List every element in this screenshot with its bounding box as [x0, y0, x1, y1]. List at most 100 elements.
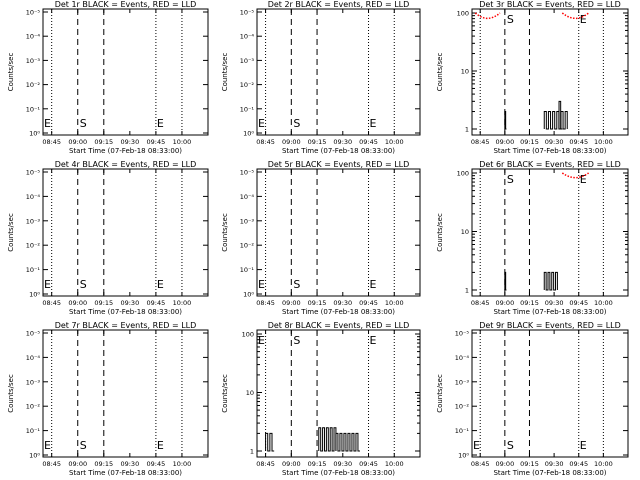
x-axis-label: Start Time (07-Feb-18 08:33:00): [493, 469, 606, 477]
y-tick-label: 10⁻⁵: [240, 9, 255, 17]
x-tick-label: 10:00: [173, 460, 192, 468]
y-tick-label: 10⁻³: [26, 57, 41, 65]
y-tick-label: 10⁻⁴: [26, 354, 41, 362]
x-tick-label: 10:00: [594, 460, 613, 468]
panel-det-3: Det 3r BLACK = Events, RED = LLD 08:45 09:…: [436, 0, 629, 155]
end-marker: E: [580, 439, 587, 452]
x-tick-label: 09:45: [569, 138, 588, 146]
y-tick-label: 10⁻³: [240, 57, 255, 65]
x-tick-label: 09:30: [333, 138, 352, 146]
x-tick-label: 09:15: [308, 138, 327, 146]
end-marker-left: E: [258, 334, 265, 347]
x-tick-label: 09:45: [147, 138, 166, 146]
plot-frame: [42, 168, 209, 297]
x-tick-label: 09:45: [147, 299, 166, 307]
x-axis-label: Start Time (07-Feb-18 08:33:00): [282, 469, 395, 477]
x-tick-label: 08:45: [42, 299, 61, 307]
y-tick-label: 10: [461, 228, 469, 236]
x-tick-label: 08:45: [471, 299, 490, 307]
x-tick-label: 09:30: [120, 138, 139, 146]
plot-frame: [471, 168, 629, 297]
y-tick-label: 10⁻²: [240, 81, 255, 89]
x-tick-label: 10:00: [385, 299, 404, 307]
x-axis-label: Start Time (07-Feb-18 08:33:00): [493, 147, 606, 155]
x-tick-label: 10:00: [173, 299, 192, 307]
start-marker: S: [507, 13, 514, 26]
y-tick-label: 100: [457, 170, 469, 178]
x-tick-label: 09:15: [520, 460, 539, 468]
y-axis-label: Counts/sec: [436, 374, 444, 413]
plot-frame: [256, 329, 421, 458]
y-axis-label: Counts/sec: [7, 53, 15, 92]
plot-title: Det 6r BLACK = Events, RED = LLD: [479, 160, 621, 169]
y-tick-label: 10⁻³: [240, 217, 255, 225]
x-tick-label: 09:00: [282, 138, 301, 146]
x-tick-label: 09:00: [495, 138, 514, 146]
y-tick-label: 10⁻¹: [26, 266, 41, 274]
start-marker: S: [80, 439, 87, 452]
y-tick-label: 10⁻⁵: [26, 330, 41, 338]
plot-title: Det 5r BLACK = Events, RED = LLD: [268, 160, 410, 169]
y-tick-label: 10⁻¹: [26, 105, 41, 113]
event-series: [335, 432, 360, 452]
y-axis-label: Counts/sec: [221, 374, 229, 413]
start-marker: S: [507, 439, 514, 452]
y-tick-label: 10⁻⁴: [455, 354, 470, 362]
plot-title: Det 4r BLACK = Events, RED = LLD: [55, 160, 197, 169]
x-tick-label: 09:15: [94, 460, 113, 468]
x-tick-label: 09:15: [94, 138, 113, 146]
start-marker: S: [507, 173, 514, 186]
panel-det-1: Det 1r BLACK = Events, RED = LLD 08:45 09:…: [7, 0, 209, 155]
y-tick-label: 10⁻³: [26, 378, 41, 386]
plot-title: Det 1r BLACK = Events, RED = LLD: [55, 0, 197, 9]
panel-det-6: Det 6r BLACK = Events, RED = LLD 08:45 09:…: [436, 160, 629, 316]
y-tick-label: 10⁰: [29, 291, 40, 299]
y-tick-label: 10⁰: [29, 452, 40, 460]
y-tick-label: 10⁻¹: [240, 266, 255, 274]
y-tick-label: 1: [465, 287, 469, 295]
x-tick-label: 10:00: [385, 460, 404, 468]
event-series: [504, 111, 507, 130]
y-tick-label: 10⁻²: [240, 242, 255, 250]
end-marker: E: [580, 173, 587, 186]
x-tick-label: 10:00: [594, 138, 613, 146]
end-marker-left: E: [258, 278, 265, 291]
y-tick-label: 10⁻¹: [26, 427, 41, 435]
x-tick-label: 09:00: [68, 460, 87, 468]
plot-frame: [256, 8, 421, 136]
x-tick-label: 09:45: [147, 460, 166, 468]
y-tick-label: 10⁻²: [26, 403, 41, 411]
x-tick-label: 10:00: [594, 299, 613, 307]
lld-series: [474, 12, 501, 20]
end-marker: E: [580, 13, 587, 26]
plot-frame: [42, 8, 209, 136]
event-series: [265, 432, 275, 452]
panel-det-4: Det 4r BLACK = Events, RED = LLD 08:45 09:…: [7, 160, 209, 316]
x-tick-label: 10:00: [173, 138, 192, 146]
panel-det-8: Det 8r BLACK = Events, RED = LLD 08:45 09:…: [221, 321, 421, 477]
y-tick-label: 1: [465, 126, 469, 134]
panel-det-5: Det 5r BLACK = Events, RED = LLD 08:45 09:…: [221, 160, 421, 316]
x-axis-label: Start Time (07-Feb-18 08:33:00): [282, 308, 395, 316]
x-tick-label: 09:00: [495, 460, 514, 468]
x-tick-label: 09:30: [333, 460, 352, 468]
x-tick-label: 08:45: [42, 138, 61, 146]
start-marker: S: [293, 278, 300, 291]
x-tick-label: 09:30: [545, 138, 564, 146]
x-tick-label: 09:30: [120, 299, 139, 307]
plot-title: Det 2r BLACK = Events, RED = LLD: [268, 0, 410, 9]
x-axis-label: Start Time (07-Feb-18 08:33:00): [282, 147, 395, 155]
x-axis-label: Start Time (07-Feb-18 08:33:00): [493, 308, 606, 316]
x-tick-label: 08:45: [256, 460, 275, 468]
end-marker-left: E: [44, 278, 51, 291]
y-tick-label: 10: [461, 68, 469, 76]
event-series: [318, 427, 337, 452]
y-tick-label: 10⁻²: [455, 403, 470, 411]
end-marker: E: [370, 334, 377, 347]
end-marker-left: E: [473, 439, 480, 452]
plot-frame: [471, 329, 629, 458]
x-tick-label: 09:00: [282, 299, 301, 307]
end-marker-left: E: [44, 117, 51, 130]
